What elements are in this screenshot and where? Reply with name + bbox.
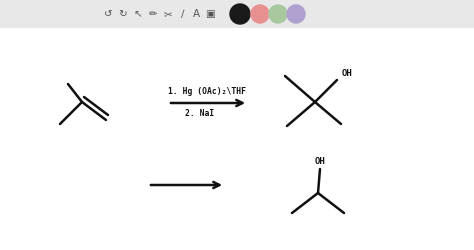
Text: ∕: ∕ [181,9,185,19]
Text: ↻: ↻ [118,9,128,19]
Circle shape [230,4,250,24]
Text: 2. NaI: 2. NaI [185,110,215,118]
Text: ✂: ✂ [164,9,173,19]
Text: OH: OH [315,158,325,166]
Circle shape [251,5,269,23]
Text: OH: OH [342,70,353,78]
Text: ↺: ↺ [104,9,112,19]
Text: ↖: ↖ [134,9,142,19]
Bar [0,0,474,28]
Circle shape [269,5,287,23]
Text: ▣: ▣ [205,9,215,19]
Circle shape [287,5,305,23]
Text: ✏: ✏ [149,9,157,19]
Text: 1. Hg (OAc)₂\THF: 1. Hg (OAc)₂\THF [168,88,246,96]
Text: A: A [192,9,200,19]
